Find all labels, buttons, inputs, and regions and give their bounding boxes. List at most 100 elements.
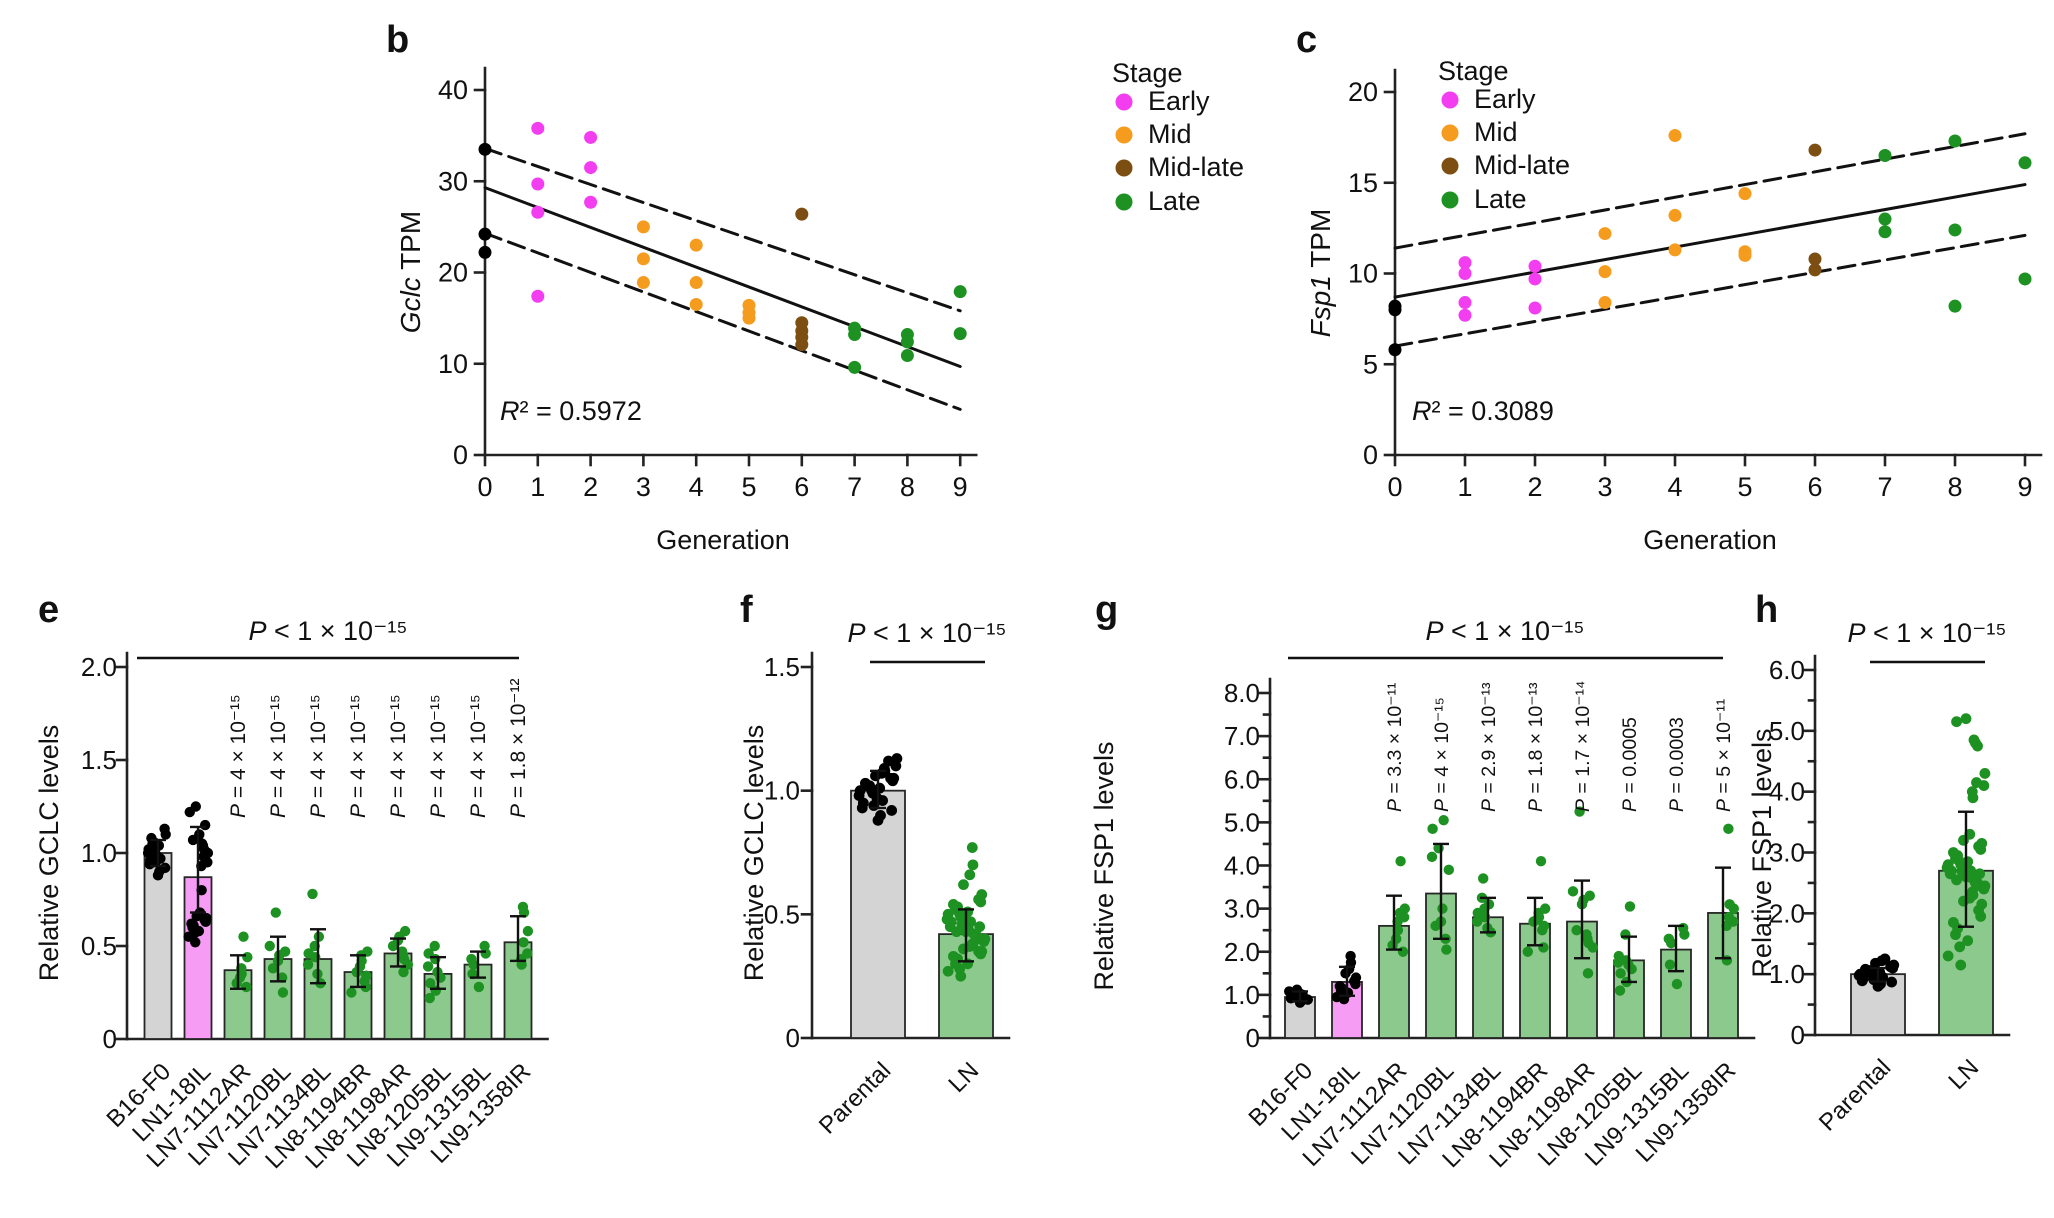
y-tick-label: 3.0 xyxy=(1769,838,1805,868)
bar-data-dot xyxy=(1427,823,1438,835)
bar-data-dot xyxy=(1976,837,1988,849)
bar-data-dot xyxy=(422,961,434,972)
data-point-baseline xyxy=(478,245,492,259)
x-tick-label: 6 xyxy=(1807,472,1822,502)
bar-data-dot xyxy=(974,921,986,933)
panel-f: f 0 0.5 1.0 1.5 Relative GCLC levels Parental L… xyxy=(739,589,1011,1139)
bar-data-dot xyxy=(479,940,490,952)
bar-data-dot xyxy=(874,782,886,794)
bar-data-dot xyxy=(466,953,477,965)
p-value-label: P = 0.0003 xyxy=(1666,717,1688,812)
y-tick-label: 5 xyxy=(1363,349,1378,379)
bar-data-dot xyxy=(1954,941,1966,953)
y-tick-label: 0 xyxy=(1791,1020,1805,1050)
category-label-Parental: Parental xyxy=(1814,1054,1896,1136)
legend-label: Mid xyxy=(1474,117,1518,147)
legend-title: Stage xyxy=(1112,58,1183,88)
bar-data-dot xyxy=(1350,972,1362,983)
data-point-early xyxy=(1458,308,1472,322)
bar-data-dot xyxy=(1584,890,1596,901)
x-tick-label: 8 xyxy=(1947,472,1962,502)
bar-data-dot xyxy=(361,970,372,981)
bar-data-dot xyxy=(962,906,974,918)
bar-data-dot xyxy=(964,869,976,881)
panel-letter-c: c xyxy=(1296,19,1317,61)
legend-swatch-early xyxy=(1441,91,1459,109)
bar-data-dot xyxy=(1437,903,1448,914)
data-point-mid xyxy=(1668,243,1682,257)
bar-data-dot xyxy=(883,755,894,767)
fit-line-lower xyxy=(1393,233,2027,348)
y-tick-label: 1.0 xyxy=(764,776,800,806)
data-point-mid-late xyxy=(795,338,809,352)
legend-label: Mid-late xyxy=(1148,152,1244,182)
bar-data-dot xyxy=(1960,713,1972,725)
fit-line-upper xyxy=(1393,132,2027,250)
bar-data-dot xyxy=(159,862,171,874)
bar-data-dot xyxy=(1886,976,1898,988)
bar-data-dot xyxy=(875,810,886,821)
panel-letter-e: e xyxy=(38,589,59,631)
category-label-LN: LN xyxy=(943,1057,984,1098)
bar-data-dot xyxy=(241,981,252,993)
x-tick-label: 2 xyxy=(1527,472,1542,502)
bar-data-dot xyxy=(1574,806,1585,817)
x-tick-label: 0 xyxy=(477,472,492,502)
data-point-mid xyxy=(1668,129,1682,143)
data-point-early xyxy=(531,177,545,191)
y-axis-title: Gclc TPM xyxy=(395,211,426,333)
y-tick-label: 5.0 xyxy=(1769,716,1805,746)
bar-data-dot xyxy=(1723,912,1735,923)
bar-data-dot xyxy=(976,946,988,957)
y-tick-label: 0 xyxy=(1363,440,1378,470)
p-value-label: P = 2.9 × 10⁻¹³ xyxy=(1478,682,1500,812)
bar-data-dot xyxy=(146,832,157,844)
bar-data-dot xyxy=(1582,968,1594,979)
p-value-label: P = 4 × 10⁻¹⁵ xyxy=(227,694,250,818)
category-label-Parental: Parental xyxy=(814,1057,896,1139)
bar-data-dot xyxy=(396,946,408,957)
y-tick-label: 0.5 xyxy=(764,899,800,929)
bar-data-dot xyxy=(1478,873,1489,884)
bar-data-dot xyxy=(1664,959,1676,970)
y-tick-label: 7.0 xyxy=(1224,721,1260,751)
y-tick-label: 0 xyxy=(786,1023,800,1053)
bar-data-dot xyxy=(1962,935,1974,947)
bar-data-dot xyxy=(1962,856,1974,868)
bar-data-dot xyxy=(1535,855,1547,867)
fit-line-upper xyxy=(483,146,962,313)
x-tick-label: 3 xyxy=(636,472,651,502)
p-value-label: P = 1.7 × 10⁻¹⁴ xyxy=(1572,681,1594,812)
bar-LN7-1134BL xyxy=(1472,916,1504,1039)
overall-p-value: P < 1 × 10⁻¹⁵ xyxy=(1425,616,1584,646)
bar-data-dot xyxy=(303,948,314,959)
data-point-early xyxy=(1458,296,1472,310)
x-tick-label: 4 xyxy=(689,472,704,502)
data-point-mid-late xyxy=(795,207,809,221)
bar-data-dot xyxy=(1942,859,1954,871)
legend-swatch-late xyxy=(1441,191,1459,209)
bar-data-dot xyxy=(948,899,959,910)
x-axis-title: Generation xyxy=(1643,525,1777,555)
y-tick-label: 0 xyxy=(453,440,468,470)
bar-data-dot xyxy=(1426,851,1438,863)
data-point-mid xyxy=(1598,227,1612,241)
bar-data-dot xyxy=(425,978,436,989)
y-tick-label: 4.0 xyxy=(1224,851,1260,881)
bar-data-dot xyxy=(1948,847,1959,858)
bar-data-dot xyxy=(1567,886,1579,897)
data-point-early xyxy=(1528,259,1542,273)
bar-data-dot xyxy=(1879,953,1891,965)
p-value-label: P = 1.8 × 10⁻¹³ xyxy=(1525,682,1547,812)
bar-data-dot xyxy=(1441,944,1452,955)
y-tick-label: 0.5 xyxy=(81,931,117,961)
overall-p-value: P < 1 × 10⁻¹⁵ xyxy=(248,616,407,646)
y-tick-label: 6.0 xyxy=(1224,764,1260,794)
x-tick-label: 5 xyxy=(741,472,756,502)
data-point-late xyxy=(848,360,862,374)
x-tick-label: 4 xyxy=(1667,472,1682,502)
y-axis-title: Relative GCLC levels xyxy=(34,725,64,982)
bar-data-dot xyxy=(942,965,954,977)
bar-data-dot xyxy=(1443,864,1455,876)
